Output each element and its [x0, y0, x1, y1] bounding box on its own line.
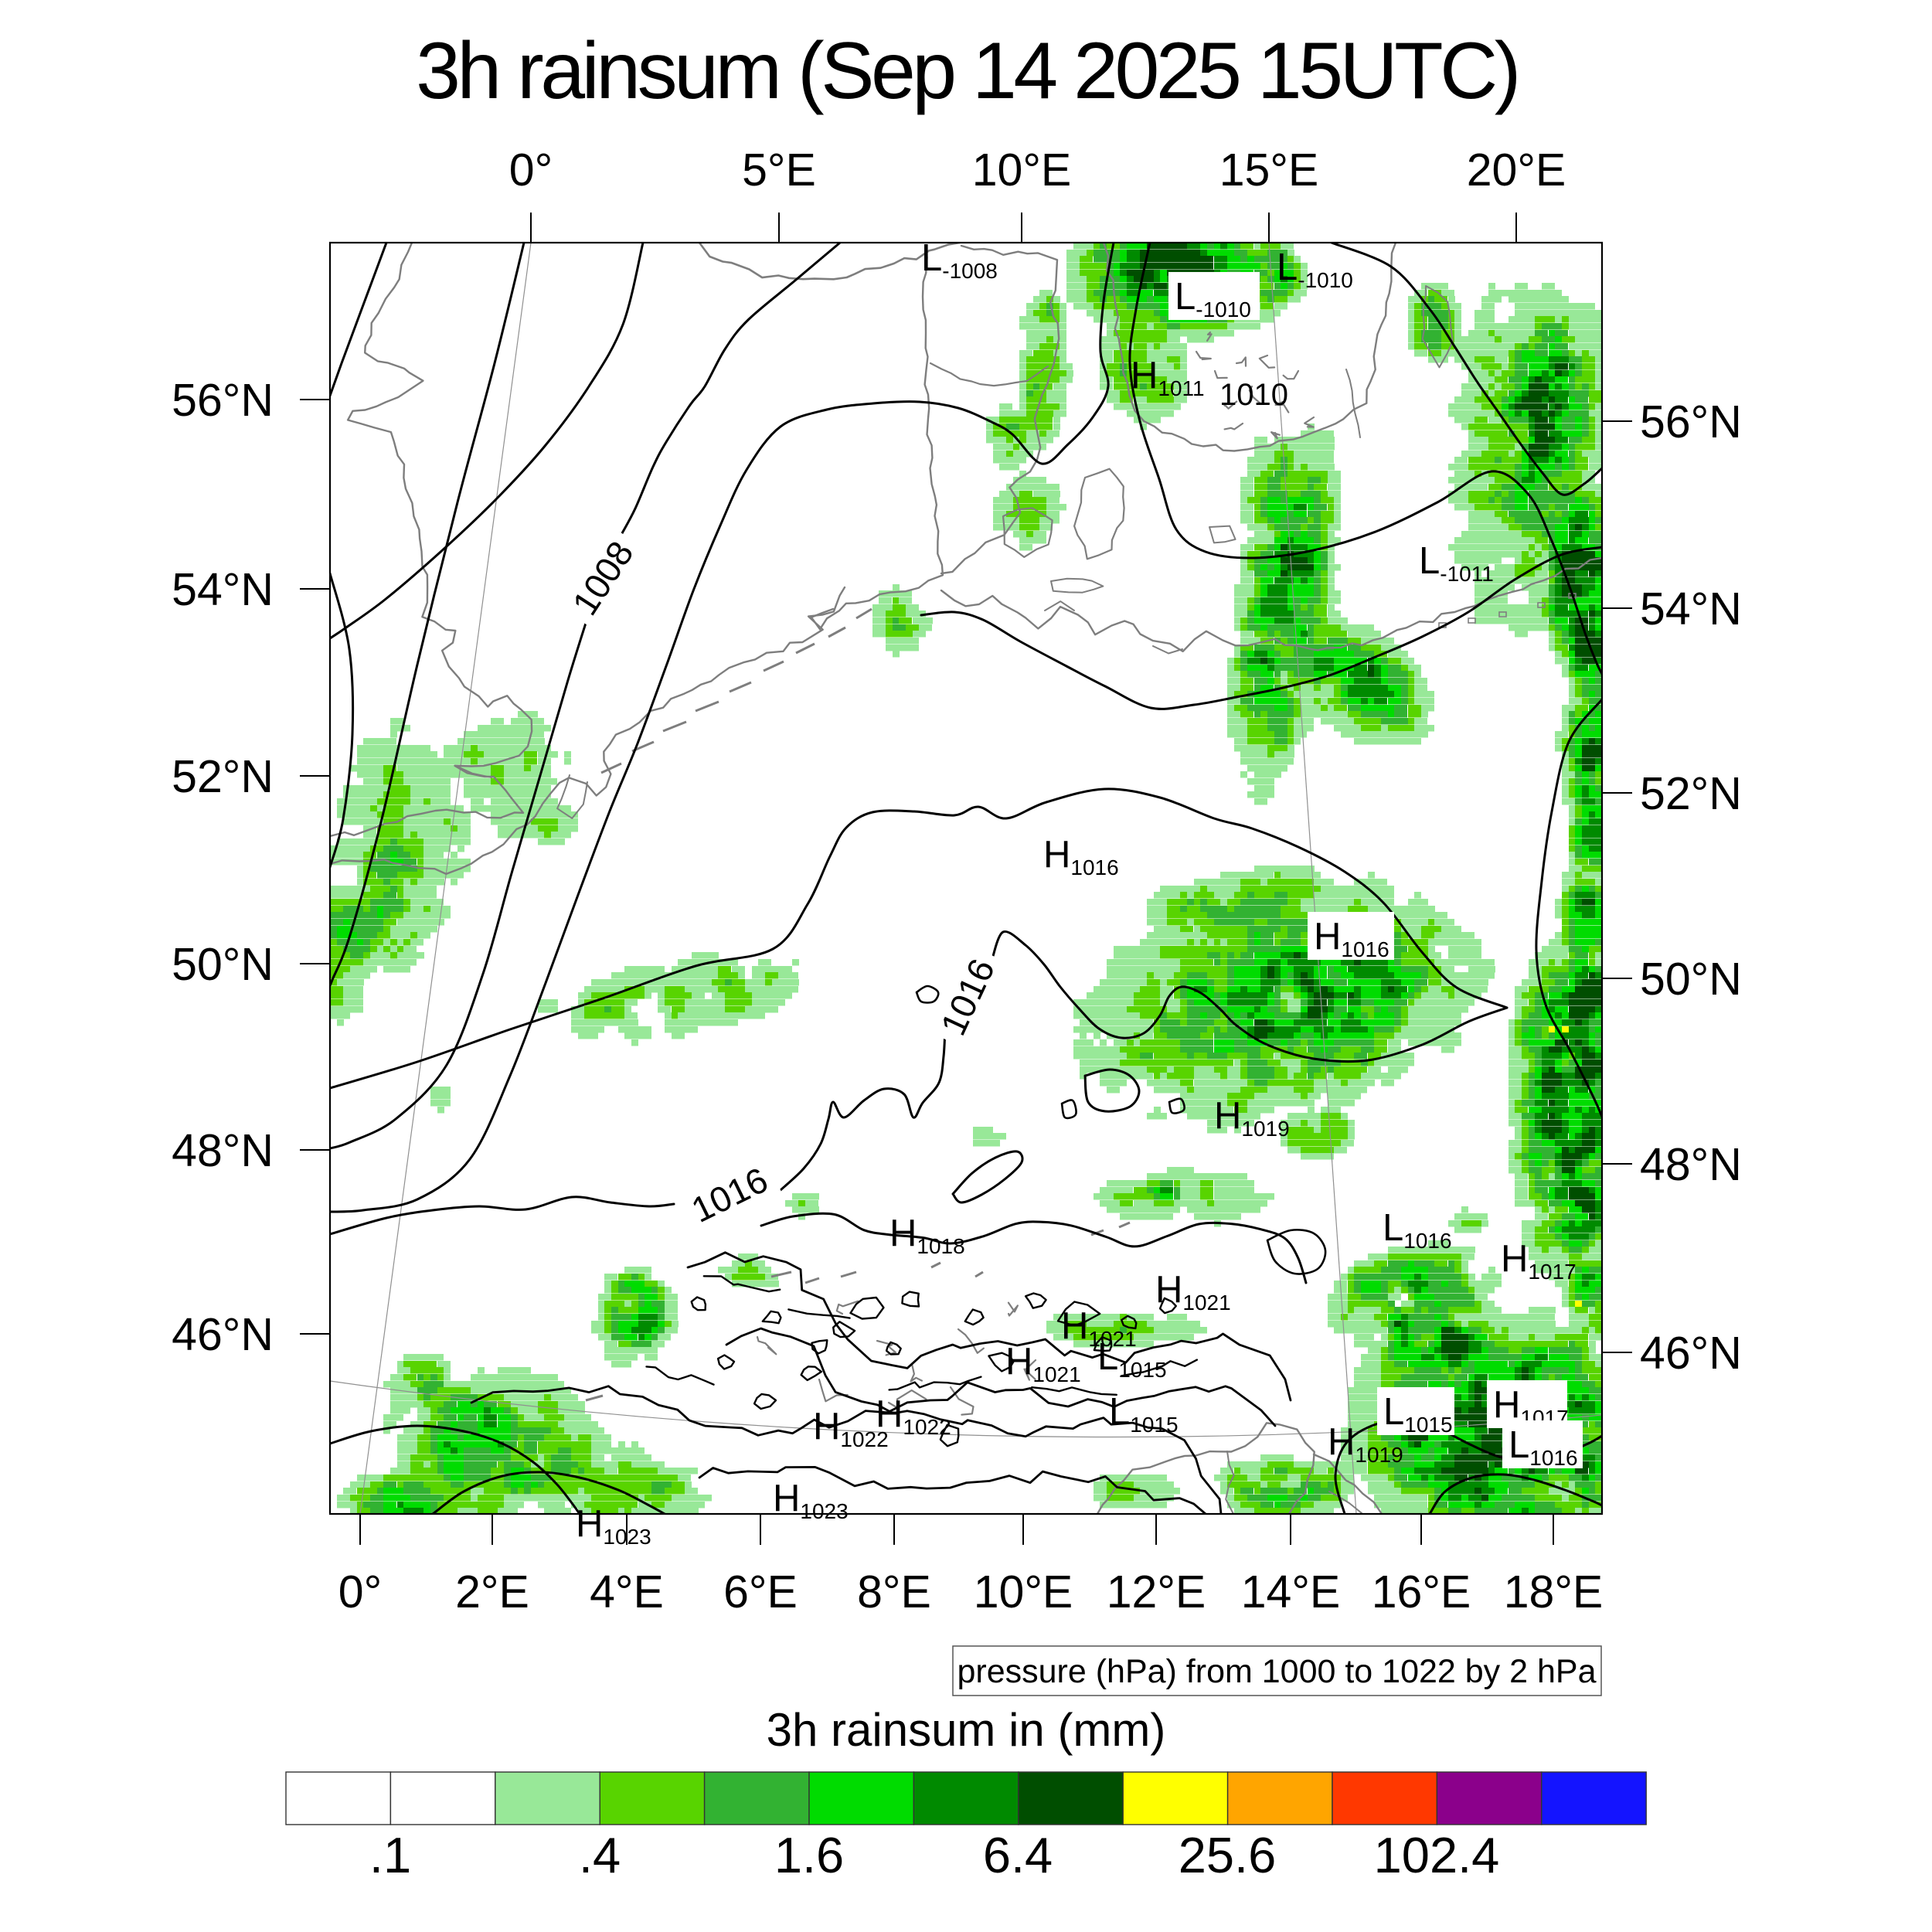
svg-text:18°E: 18°E: [1504, 1566, 1604, 1617]
svg-text:56°N: 56°N: [1640, 396, 1742, 447]
svg-text:6.4: 6.4: [983, 1827, 1053, 1883]
svg-text:46°N: 46°N: [172, 1309, 274, 1360]
svg-text:50°N: 50°N: [1640, 954, 1742, 1005]
svg-text:16°E: 16°E: [1372, 1566, 1471, 1617]
svg-text:10°E: 10°E: [972, 145, 1072, 196]
svg-text:3h rainsum (Sep 14 2025 15UTC): 3h rainsum (Sep 14 2025 15UTC): [416, 26, 1518, 116]
svg-text:102.4: 102.4: [1374, 1827, 1500, 1883]
svg-text:14°E: 14°E: [1241, 1566, 1341, 1617]
svg-text:1010: 1010: [1219, 378, 1288, 412]
svg-text:10°E: 10°E: [974, 1566, 1073, 1617]
svg-text:.4: .4: [579, 1827, 621, 1883]
svg-text:48°N: 48°N: [1640, 1139, 1742, 1190]
svg-text:1.6: 1.6: [774, 1827, 844, 1883]
svg-text:54°N: 54°N: [1640, 583, 1742, 634]
svg-text:0°: 0°: [338, 1566, 382, 1617]
svg-text:6°E: 6°E: [723, 1566, 798, 1617]
svg-text:25.6: 25.6: [1179, 1827, 1277, 1883]
svg-text:15°E: 15°E: [1219, 145, 1319, 196]
svg-text:3h rainsum in (mm): 3h rainsum in (mm): [767, 1704, 1166, 1756]
svg-text:54°N: 54°N: [172, 564, 274, 615]
svg-text:0°: 0°: [509, 145, 553, 196]
svg-text:5°E: 5°E: [742, 145, 816, 196]
svg-text:46°N: 46°N: [1640, 1328, 1742, 1379]
svg-text:.1: .1: [369, 1827, 411, 1883]
svg-text:4°E: 4°E: [590, 1566, 664, 1617]
svg-text:56°N: 56°N: [172, 375, 274, 426]
svg-text:8°E: 8°E: [857, 1566, 931, 1617]
svg-text:2°E: 2°E: [455, 1566, 529, 1617]
svg-text:50°N: 50°N: [172, 939, 274, 990]
svg-text:52°N: 52°N: [172, 751, 274, 802]
svg-text:52°N: 52°N: [1640, 768, 1742, 819]
svg-text:H1021: H1021: [1155, 1269, 1231, 1315]
svg-text:pressure (hPa) from 1000 to 10: pressure (hPa) from 1000 to 1022 by 2 hP…: [957, 1653, 1596, 1690]
svg-text:12°E: 12°E: [1107, 1566, 1206, 1617]
svg-text:48°N: 48°N: [172, 1125, 274, 1176]
svg-text:20°E: 20°E: [1467, 145, 1566, 196]
